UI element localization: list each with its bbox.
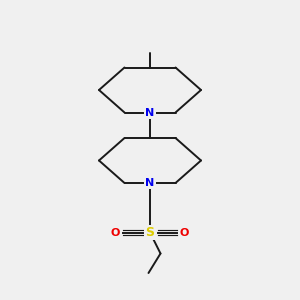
Text: O: O <box>180 227 189 238</box>
Text: S: S <box>146 226 154 239</box>
Text: O: O <box>111 227 120 238</box>
Text: N: N <box>146 178 154 188</box>
Text: N: N <box>146 107 154 118</box>
